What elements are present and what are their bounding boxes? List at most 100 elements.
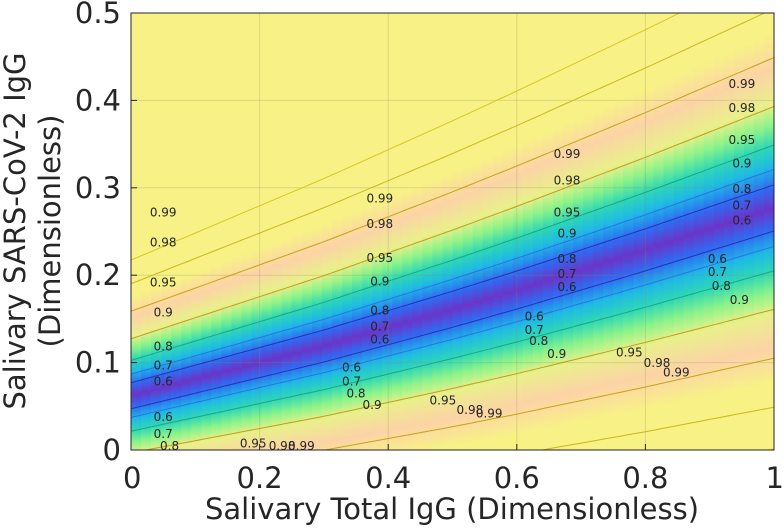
contour-label: 0.99 [729, 77, 756, 91]
heatmap-cell [763, 13, 774, 450]
heatmap-cell [372, 13, 383, 450]
heatmap-cell [362, 13, 373, 450]
contour-label: 0.8 [346, 387, 365, 401]
contour-label: 0.7 [525, 323, 544, 337]
contour-label: 0.95 [430, 394, 457, 408]
contour-label: 0.8 [529, 334, 548, 348]
heatmap-cell [492, 13, 504, 450]
contour-label: 0.7 [154, 359, 173, 373]
contour-label: 0.98 [150, 235, 177, 249]
heatmap-cell [683, 13, 695, 450]
contour-label: 0.6 [154, 410, 173, 424]
heatmap-cell [392, 13, 404, 450]
x-tick-label: 0 [123, 461, 141, 495]
heatmap-cell [161, 13, 172, 450]
heatmap-cell [241, 13, 253, 450]
heatmap-cell [271, 13, 283, 450]
contour-label: 0.99 [663, 366, 690, 380]
y-tick-label: 0.5 [75, 0, 121, 30]
contour-label: 0.6 [557, 280, 576, 294]
heatmap-cell [542, 13, 554, 450]
contour-label: 0.95 [240, 436, 267, 450]
heatmap-cell [623, 13, 635, 450]
contour-line [131, 13, 681, 261]
contour-label: 0.98 [644, 356, 671, 370]
heatmap-cell [261, 13, 273, 450]
heatmap-cell [231, 13, 243, 450]
heatmap-layer [131, 13, 774, 450]
heatmap-cell [462, 13, 474, 450]
x-tick-label: 0.4 [365, 461, 411, 495]
contour-label: 0.6 [154, 374, 173, 388]
heatmap-cell [723, 13, 735, 450]
heatmap-cell [412, 13, 424, 450]
contour-label: 0.9 [557, 227, 576, 241]
contour-label: 0.8 [160, 439, 179, 453]
contour-label: 0.99 [288, 439, 315, 453]
heatmap-cell [633, 13, 645, 450]
contour-label: 0.98 [366, 217, 393, 231]
heatmap-cell [402, 13, 414, 450]
y-tick-label: 0.1 [75, 346, 121, 380]
contour-label: 0.6 [342, 360, 361, 374]
contour-label: 0.9 [547, 347, 566, 361]
heatmap-cell [321, 13, 333, 450]
x-tick-label: 0.6 [494, 461, 540, 495]
heatmap-cell [502, 13, 514, 450]
heatmap-cell [703, 13, 715, 450]
contour-line [131, 245, 774, 418]
x-tick-label: 1 [766, 461, 784, 495]
contour-label: 0.7 [708, 265, 727, 279]
contour-label: 0.8 [154, 339, 173, 353]
contour-line [131, 13, 766, 285]
contour-label: 0.95 [150, 276, 177, 290]
contour-line [131, 270, 774, 432]
contour-label: 0.7 [557, 267, 576, 281]
contour-label: 0.6 [708, 252, 727, 266]
x-axis-label: Salivary Total IgG (Dimensionless) [205, 492, 699, 526]
contour-label: 0.6 [525, 310, 544, 324]
heatmap-cell [331, 13, 343, 450]
heatmap-cell [382, 13, 394, 450]
contour-label: 0.7 [154, 427, 173, 441]
heatmap-cell [472, 13, 484, 450]
heatmap-cell [341, 13, 353, 450]
grid-lines [131, 13, 774, 450]
heatmap-cell [653, 13, 665, 450]
contour-label: 0.9 [730, 293, 749, 307]
heatmap-cell [422, 13, 434, 450]
contour-label: 0.7 [732, 199, 751, 213]
contour-label: 0.98 [729, 101, 756, 115]
contour-line [539, 406, 774, 450]
contour-line [131, 184, 774, 384]
contour-line [131, 230, 774, 410]
contour-label: 0.98 [269, 439, 296, 453]
contour-label: 0.9 [370, 275, 389, 289]
contour-label: 0.99 [150, 206, 177, 220]
heatmap-cell [211, 13, 223, 450]
x-tick-label: 0.2 [237, 461, 283, 495]
heatmap-cell [573, 13, 584, 450]
y-axis-label-line-1: Salivary SARS-CoV-2 IgG [0, 52, 32, 409]
heatmap-cell [181, 13, 193, 450]
contour-label: 0.7 [342, 374, 361, 388]
contour-label: 0.9 [154, 305, 173, 319]
heatmap-cell [301, 13, 313, 450]
heatmap-cell [482, 13, 494, 450]
contour-label: 0.8 [370, 304, 389, 318]
heatmap-cell [743, 13, 755, 450]
contour-label: 0.99 [554, 147, 581, 161]
heatmap-cell [131, 13, 142, 450]
contour-label: 0.9 [732, 157, 751, 171]
heatmap-cell [452, 13, 464, 450]
contour-label: 0.8 [712, 279, 731, 293]
heatmap-cell [733, 13, 745, 450]
contour-lines [131, 13, 774, 450]
heatmap-cell [291, 13, 303, 450]
contour-label: 0.99 [366, 192, 393, 206]
heatmap-cell [201, 13, 213, 450]
heatmap-cell [191, 13, 203, 450]
heatmap-cell [663, 13, 675, 450]
contour-line [131, 168, 774, 375]
